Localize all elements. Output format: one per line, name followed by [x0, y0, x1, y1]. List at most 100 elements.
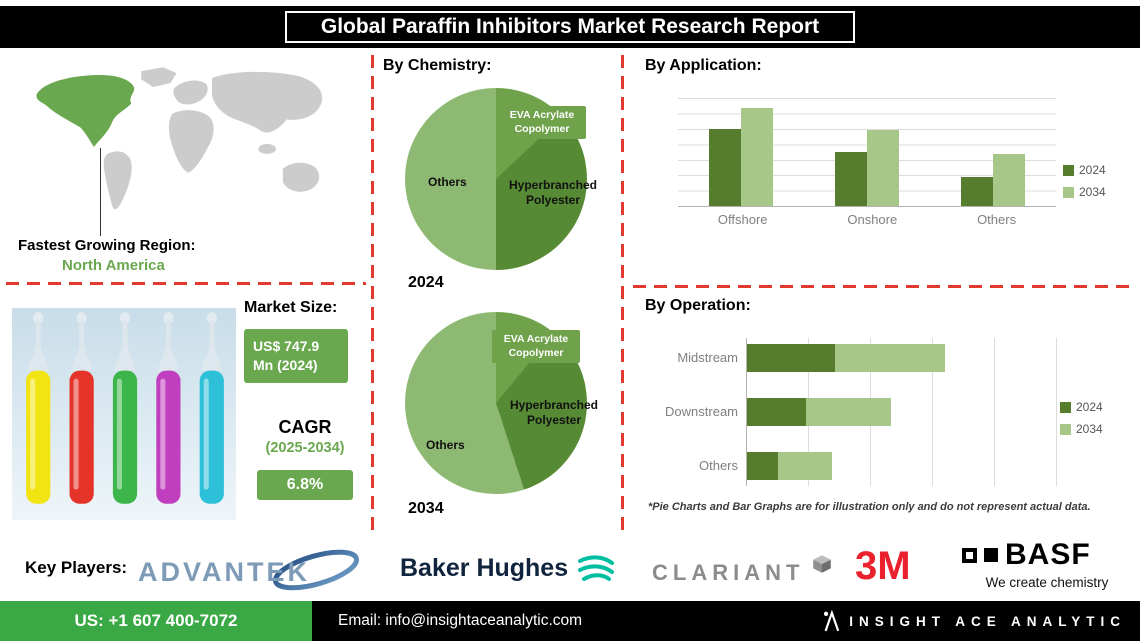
- cagr-value: 6.8%: [257, 469, 353, 500]
- divider-dashed-right: [633, 285, 1131, 288]
- divider-dashed-left: [6, 282, 366, 285]
- australia-shape: [282, 162, 320, 192]
- email-contact[interactable]: Email: info@insightaceanalytic.com: [338, 612, 583, 629]
- divider-dashed-vertical-1: [371, 55, 374, 533]
- bar-2034-onshore: [867, 130, 899, 206]
- vial-red: [69, 312, 94, 504]
- bar-group-onshore: [835, 84, 899, 206]
- logo-baker-hughes: Baker Hughes: [400, 553, 615, 583]
- logo-basf: BASF We create chemistry: [962, 538, 1132, 590]
- south-america-shape: [103, 151, 132, 210]
- advantek-swoosh: [272, 549, 360, 591]
- basf-row: BASF: [962, 538, 1132, 572]
- clariant-wordmark: CLARIANT: [652, 560, 805, 585]
- north-america-shape: [36, 74, 135, 147]
- report-header: Global Paraffin Inhibitors Market Resear…: [0, 6, 1140, 48]
- operation-row-bar: [747, 344, 1058, 372]
- pie-label-hyperbranched-2034: Hyperbranched Polyester: [509, 398, 599, 427]
- bar-2024-others: [961, 176, 993, 206]
- bar-segment-2034-downstream: [806, 398, 892, 426]
- legend-item-2024: 2024: [1063, 163, 1106, 177]
- application-heading: By Application:: [645, 57, 762, 74]
- chemistry-heading: By Chemistry:: [383, 57, 492, 74]
- pie-label-others-2034: Others: [426, 438, 465, 452]
- legend-swatch-2034: [1060, 423, 1071, 435]
- bar-2034-others: [993, 153, 1025, 206]
- bar-segment-2024-others: [747, 452, 779, 480]
- basf-filled-square-icon: [984, 548, 998, 562]
- legend-label-2024: 2024: [1076, 400, 1103, 414]
- map-connector-line: [100, 148, 101, 236]
- market-size-value: US$ 747.9 Mn (2024): [244, 329, 348, 383]
- category-offshore: Offshore: [717, 212, 768, 227]
- legend-swatch-2024: [1063, 164, 1074, 176]
- operation-row-bar: [747, 398, 1058, 426]
- legend-item-2024: 2024: [1060, 400, 1103, 414]
- legend-item-2034: 2034: [1063, 185, 1106, 199]
- pie-label-hyperbranched-2024: Hyperbranched Polyester: [508, 178, 598, 207]
- bar-segment-2024-downstream: [747, 398, 807, 426]
- cagr-label: CAGR: [278, 416, 332, 437]
- baker-hughes-icon: [578, 555, 615, 581]
- greenland-shape: [141, 67, 177, 87]
- phone-contact: US: +1 607 400-7072: [0, 601, 312, 641]
- market-size-label: Market Size:: [244, 299, 338, 316]
- island-shape: [258, 144, 277, 154]
- asia-shape: [212, 71, 323, 133]
- vial-yellow: [26, 312, 51, 504]
- company-brand: INSIGHT ACE ANALYTIC: [822, 609, 1126, 633]
- legend-label-2034: 2034: [1079, 185, 1106, 199]
- vial-cyan: [199, 312, 224, 504]
- category-downstream: Downstream: [665, 404, 738, 419]
- legend-label-2034: 2034: [1076, 422, 1103, 436]
- operation-bar-chart: [746, 338, 1058, 486]
- baker-hughes-wordmark: Baker Hughes: [400, 553, 569, 582]
- bar-segment-2034-midstream: [834, 344, 945, 372]
- pie-label-others-2024: Others: [428, 175, 467, 189]
- logo-advantek: ADVANTEK: [136, 545, 361, 602]
- operation-categories: Midstream Downstream Others: [628, 338, 738, 486]
- logo-clariant: CLARIANT: [652, 555, 832, 586]
- bar-group-others: [961, 84, 1025, 206]
- bar-2024-onshore: [835, 152, 867, 206]
- application-legend: 2024 2034: [1063, 163, 1106, 199]
- basf-tagline: We create chemistry: [985, 575, 1109, 590]
- operation-heading: By Operation:: [645, 297, 751, 314]
- legend-swatch-2034: [1063, 186, 1074, 198]
- legend-item-2034: 2034: [1060, 422, 1103, 436]
- bottom-bar: Email: info@insightaceanalytic.com INSIG…: [312, 601, 1140, 641]
- cagr-period: (2025-2034): [265, 439, 345, 456]
- category-midstream: Midstream: [677, 350, 738, 365]
- logo-3m: 3M: [855, 544, 911, 588]
- company-name: INSIGHT ACE ANALYTIC: [849, 613, 1126, 629]
- pie-label-eva-2024: EVA Acrylate Copolymer: [498, 106, 586, 140]
- advantek-wordmark: ADVANTEK: [138, 557, 310, 587]
- market-size-block: Market Size: US$ 747.9 Mn (2024) CAGR (2…: [244, 299, 366, 500]
- basf-wordmark: BASF: [1005, 538, 1091, 571]
- insight-ace-logo-icon: [824, 609, 840, 632]
- region-label: Fastest Growing Region:: [18, 237, 196, 254]
- legend-swatch-2024: [1060, 401, 1071, 413]
- operation-legend: 2024 2034: [1060, 400, 1103, 436]
- bar-segment-2034-others: [778, 452, 832, 480]
- category-others: Others: [698, 458, 738, 473]
- pie-year-2024: 2024: [408, 274, 444, 291]
- disclaimer-footnote: *Pie Charts and Bar Graphs are for illus…: [648, 501, 1091, 513]
- pie-year-2034: 2034: [408, 500, 444, 517]
- vial-purple: [156, 312, 181, 504]
- region-value: North America: [62, 257, 165, 274]
- bar-2034-offshore: [741, 108, 773, 206]
- africa-shape: [168, 110, 214, 173]
- basf-outline-square-icon: [962, 547, 977, 563]
- category-others: Others: [977, 212, 1017, 227]
- clariant-cube-icon: [813, 555, 832, 573]
- vials-image: [12, 308, 236, 520]
- bar-segment-2024-midstream: [747, 344, 835, 372]
- world-map: [36, 67, 323, 210]
- fastest-growing-region: Fastest Growing Region: North America: [18, 237, 196, 274]
- category-onshore: Onshore: [847, 212, 898, 227]
- pie-label-eva-2034: EVA Acrylate Copolymer: [492, 330, 580, 364]
- legend-label-2024: 2024: [1079, 163, 1106, 177]
- application-categories: Offshore Onshore Others: [678, 212, 1056, 227]
